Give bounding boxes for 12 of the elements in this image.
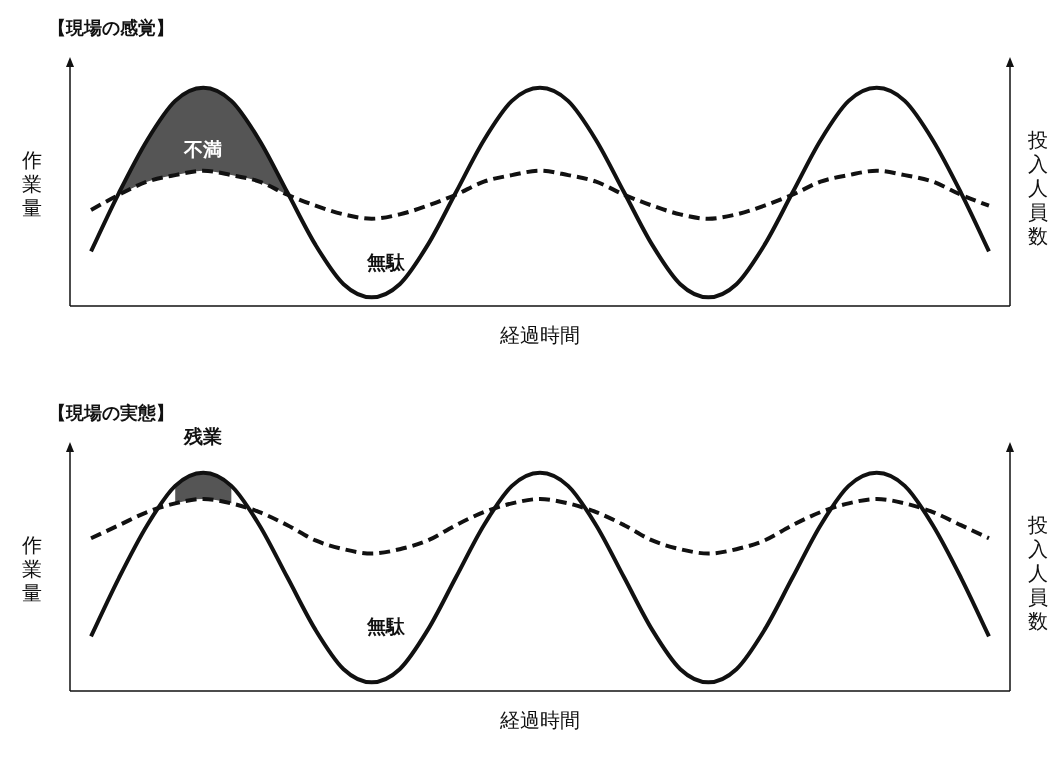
y-axis-title: 作業量 <box>21 533 43 605</box>
annotation: 無駄 <box>365 250 406 276</box>
annotation: 無駄 <box>365 613 406 639</box>
y2-axis-title: 投入人員数 <box>1027 128 1049 248</box>
text: 残業 <box>182 423 224 449</box>
y2-axis-title: 投入人員数 <box>1027 513 1049 633</box>
y-axis-title: 作業量 <box>21 148 43 220</box>
chart-title: 【現場の感覚】 <box>48 16 174 40</box>
x-axis-title: 経過時間 <box>499 707 581 734</box>
x-axis-title: 経過時間 <box>499 322 581 349</box>
chart-title: 【現場の実態】 <box>48 401 174 425</box>
annotation: 不満 <box>183 136 224 162</box>
